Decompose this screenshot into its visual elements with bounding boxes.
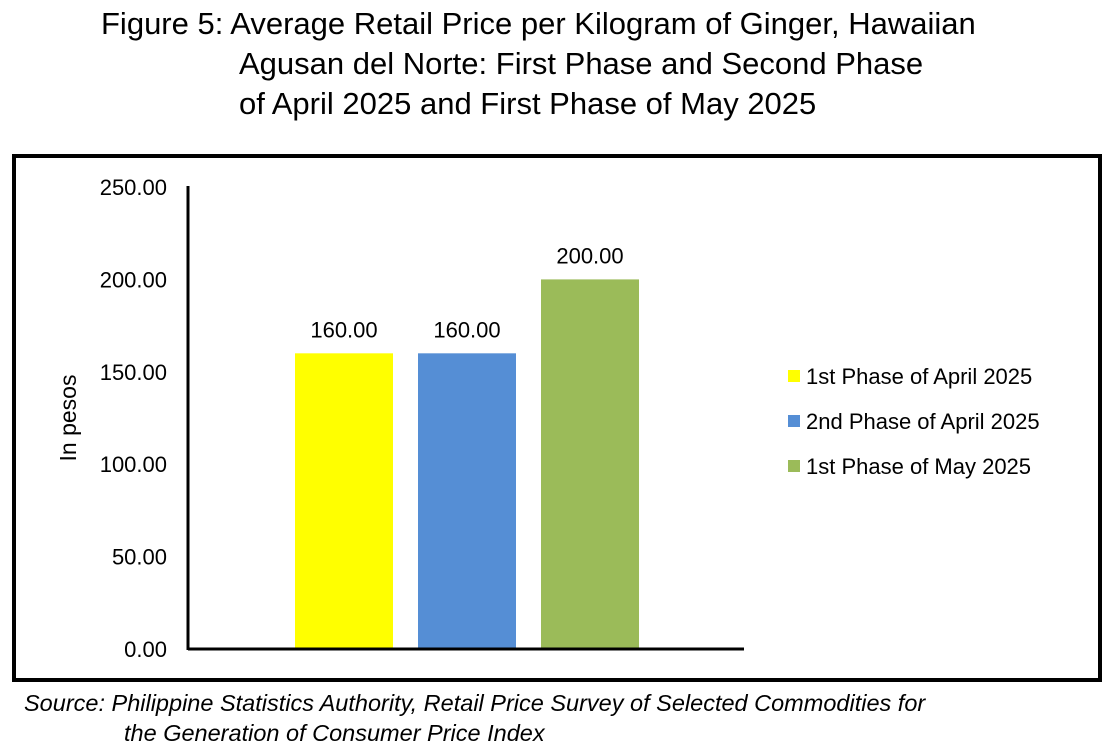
y-tick-label: 150.00 — [100, 360, 167, 385]
bar-chart: 0.00 50.00 100.00 150.00 200.00 250.00 160.00… — [55, 175, 1040, 662]
figure-title-line-1: Figure 5: Average Retail Price per Kilog… — [101, 6, 976, 41]
legend-label-2: 2nd Phase of April 2025 — [806, 409, 1040, 434]
bar-3 — [541, 279, 639, 649]
source-note-line-1: Source: Philippine Statistics Authority,… — [24, 690, 926, 716]
legend-swatch-1 — [788, 370, 800, 382]
y-tick-label: 100.00 — [100, 452, 167, 477]
figure-title: Figure 5: Average Retail Price per Kilog… — [0, 4, 1115, 124]
bar-value-label: 160.00 — [310, 317, 377, 342]
source-note-line-2: the Generation of Consumer Price Index — [124, 720, 545, 746]
legend-swatch-2 — [788, 415, 800, 427]
bars — [295, 279, 639, 649]
y-axis-title: In pesos — [55, 375, 81, 462]
figure-title-line-2: Agusan del Norte: First Phase and Second… — [239, 46, 924, 81]
bar-value-label: 160.00 — [433, 317, 500, 342]
bar-1 — [295, 353, 393, 649]
y-tick-label: 250.00 — [100, 175, 167, 200]
y-tick-label: 200.00 — [100, 267, 167, 292]
bar-data-labels: 160.00 160.00 200.00 — [310, 243, 623, 342]
legend: 1st Phase of April 2025 2nd Phase of Apri… — [788, 364, 1040, 479]
bar-value-label: 200.00 — [556, 243, 623, 268]
source-note: Source: Philippine Statistics Authority,… — [0, 688, 1115, 750]
bar-2 — [418, 353, 516, 649]
y-tick-label: 0.00 — [124, 637, 167, 662]
y-axis-ticks: 0.00 50.00 100.00 150.00 200.00 250.00 — [100, 175, 167, 662]
y-tick-label: 50.00 — [112, 545, 167, 570]
figure-title-line-3: of April 2025 and First Phase of May 202… — [239, 86, 817, 121]
legend-swatch-3 — [788, 460, 800, 472]
legend-label-3: 1st Phase of May 2025 — [806, 454, 1031, 479]
legend-label-1: 1st Phase of April 2025 — [806, 364, 1032, 389]
